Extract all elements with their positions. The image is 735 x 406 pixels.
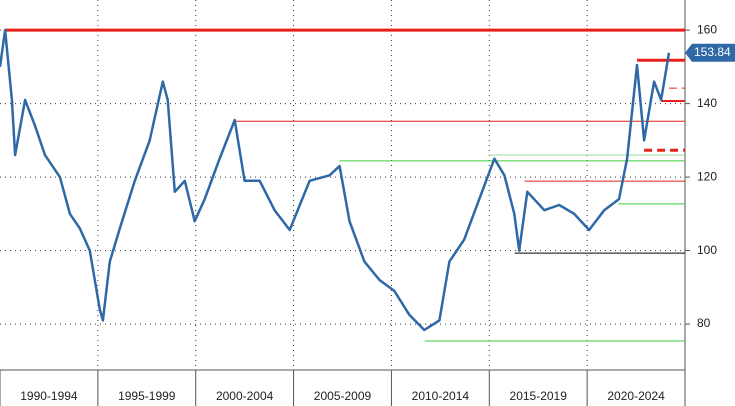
y-tick-label: 80: [697, 316, 711, 330]
y-tick-label: 100: [697, 243, 717, 257]
x-tick-label: 1990-1994: [20, 389, 78, 403]
y-tick-label: 140: [697, 96, 717, 110]
x-tick-label: 2015-2019: [510, 389, 568, 403]
value-tag-label: 153.84: [694, 45, 731, 59]
x-tick-label: 2000-2004: [216, 389, 274, 403]
y-tick-label: 120: [697, 169, 717, 183]
x-tick-label: 2010-2014: [412, 389, 470, 403]
x-tick-label: 2020-2024: [607, 389, 665, 403]
x-tick-label: 1995-1999: [118, 389, 176, 403]
price-line: [0, 28, 671, 332]
value-tag: [685, 43, 735, 62]
x-tick-label: 2005-2009: [314, 389, 372, 403]
y-tick-label: 160: [697, 22, 717, 36]
